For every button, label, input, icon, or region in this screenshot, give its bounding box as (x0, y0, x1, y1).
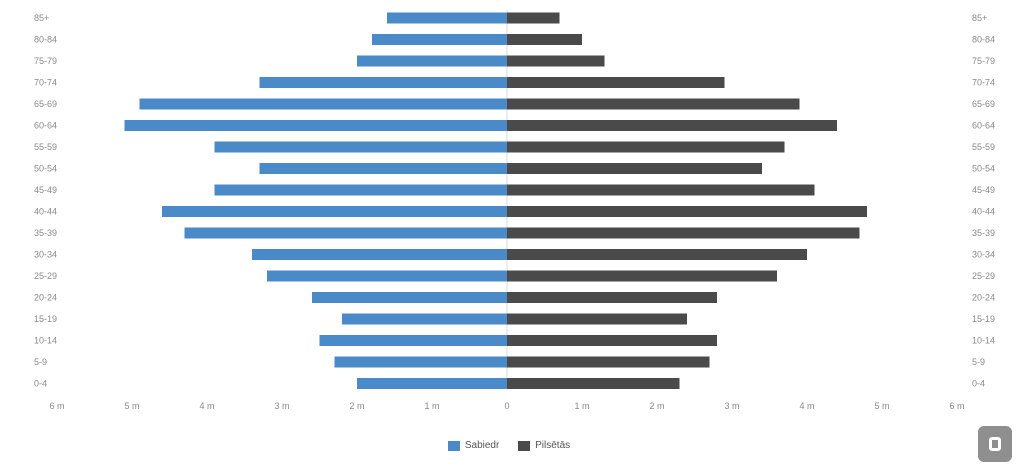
y-tick-label-right: 10-14 (972, 336, 995, 346)
bar-left-75-79 (357, 55, 507, 67)
y-tick-label-right: 80-84 (972, 35, 995, 45)
bar-left-85+ (387, 12, 507, 24)
y-tick-label-right: 15-19 (972, 314, 995, 324)
y-tick-label-left: 20-24 (34, 293, 57, 303)
bar-right-15-19 (507, 313, 687, 325)
bar-left-50-54 (259, 163, 507, 174)
bar-left-30-34 (252, 249, 507, 260)
y-tick-label-left: 70-74 (34, 78, 57, 88)
bar-right-80-84 (507, 34, 582, 45)
bar-right-40-44 (507, 206, 867, 217)
y-tick-label-right: 25-29 (972, 271, 995, 281)
y-tick-label-right: 0-4 (972, 379, 985, 389)
y-tick-label-left: 5-9 (34, 357, 47, 367)
bar-left-0-4 (357, 378, 507, 389)
bar-right-75-79 (507, 55, 605, 67)
y-tick-label-right: 5-9 (972, 357, 985, 367)
y-tick-label-left: 85+ (34, 13, 49, 23)
bar-left-35-39 (184, 227, 507, 239)
x-tick-label: 4 m (799, 401, 814, 411)
bar-right-50-54 (507, 163, 762, 174)
y-tick-label-right: 20-24 (972, 293, 995, 303)
menu-icon (989, 437, 1001, 451)
y-tick-label-left: 15-19 (34, 314, 57, 324)
legend-label-left: Sabiedr (464, 440, 500, 451)
y-tick-label-left: 35-39 (34, 228, 57, 238)
x-tick-label: 5 m (874, 401, 889, 411)
y-tick-label-right: 60-64 (972, 121, 995, 131)
y-tick-label-left: 50-54 (34, 164, 57, 174)
bar-left-40-44 (162, 206, 507, 217)
y-tick-label-right: 75-79 (972, 56, 995, 66)
bar-right-60-64 (507, 120, 837, 131)
bar-left-10-14 (319, 335, 507, 346)
chart-menu-button[interactable] (978, 426, 1012, 462)
y-tick-label-left: 75-79 (34, 56, 57, 66)
bar-left-60-64 (124, 120, 507, 131)
y-tick-label-left: 10-14 (34, 336, 57, 346)
bar-right-65-69 (507, 98, 800, 110)
bar-right-85+ (507, 12, 560, 24)
bar-left-5-9 (334, 356, 507, 368)
x-tick-label: 6 m (49, 401, 64, 411)
y-tick-label-right: 45-49 (972, 185, 995, 195)
x-tick-label: 3 m (274, 401, 289, 411)
x-tick-label: 2 m (349, 401, 364, 411)
bar-right-25-29 (507, 270, 777, 282)
x-tick-label: 6 m (949, 401, 964, 411)
x-tick-label: 0 (504, 401, 509, 411)
y-tick-label-right: 40-44 (972, 207, 995, 217)
y-tick-label-right: 50-54 (972, 164, 995, 174)
legend-swatch-left (447, 440, 460, 451)
y-tick-label-right: 55-59 (972, 142, 995, 152)
y-tick-label-left: 45-49 (34, 185, 57, 195)
x-tick-label: 3 m (724, 401, 739, 411)
y-tick-label-left: 55-59 (34, 142, 57, 152)
y-tick-label-right: 30-34 (972, 250, 995, 260)
y-tick-label-right: 85+ (972, 13, 987, 23)
chart-legend: Sabiedr Pilsētās (0, 440, 1018, 454)
bar-left-80-84 (372, 34, 507, 45)
bar-right-35-39 (507, 227, 860, 239)
bar-right-5-9 (507, 356, 710, 368)
y-tick-label-left: 80-84 (34, 35, 57, 45)
bar-left-25-29 (267, 270, 507, 282)
bar-left-55-59 (214, 141, 507, 153)
bar-left-45-49 (214, 184, 507, 196)
x-tick-label: 1 m (574, 401, 589, 411)
legend-item-right-series[interactable]: Pilsētās (518, 440, 570, 451)
bar-right-0-4 (507, 378, 680, 389)
x-tick-label: 4 m (199, 401, 214, 411)
bar-left-65-69 (139, 98, 507, 110)
bar-right-55-59 (507, 141, 785, 153)
legend-item-left-series[interactable]: Sabiedr (447, 440, 500, 451)
y-tick-label-left: 30-34 (34, 250, 57, 260)
x-tick-label: 2 m (649, 401, 664, 411)
y-tick-label-left: 60-64 (34, 121, 57, 131)
bar-right-70-74 (507, 77, 725, 88)
bar-left-15-19 (342, 313, 507, 325)
bar-left-20-24 (312, 292, 507, 303)
legend-label-right: Pilsētās (535, 440, 571, 451)
bar-right-45-49 (507, 184, 815, 196)
bar-right-10-14 (507, 335, 717, 346)
bar-left-70-74 (259, 77, 507, 88)
y-tick-label-right: 65-69 (972, 99, 995, 109)
y-tick-label-left: 25-29 (34, 271, 57, 281)
bar-right-20-24 (507, 292, 717, 303)
bar-right-30-34 (507, 249, 807, 260)
x-tick-label: 5 m (124, 401, 139, 411)
y-tick-label-left: 0-4 (34, 379, 47, 389)
legend-swatch-right (518, 440, 531, 451)
y-tick-label-right: 35-39 (972, 228, 995, 238)
x-tick-label: 1 m (424, 401, 439, 411)
y-tick-label-left: 65-69 (34, 99, 57, 109)
y-tick-label-right: 70-74 (972, 78, 995, 88)
y-tick-label-left: 40-44 (34, 207, 57, 217)
